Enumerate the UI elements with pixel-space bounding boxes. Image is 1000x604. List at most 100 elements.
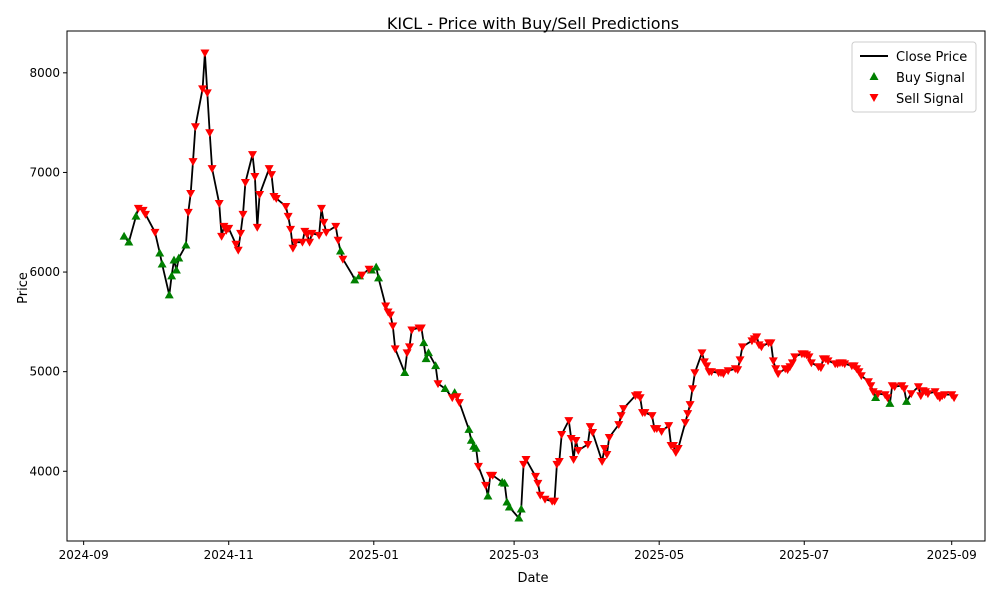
sell-signal-marker <box>198 85 208 94</box>
buy-signal-marker <box>164 290 174 299</box>
y-tick-label: 4000 <box>29 464 60 478</box>
sell-signal-marker <box>205 129 215 138</box>
sell-signal-marker <box>569 455 579 464</box>
sell-signal-marker <box>481 481 491 490</box>
buy-signal-marker <box>174 253 184 262</box>
sell-signal-marker <box>540 495 550 504</box>
buy-signal-marker <box>169 255 179 264</box>
sell-signal-marker <box>224 224 234 233</box>
sell-signal-marker <box>940 391 950 400</box>
sell-signal-marker <box>923 390 933 399</box>
buy-signal-marker <box>155 248 165 257</box>
chart-title: KICL - Price with Buy/Sell Predictions <box>387 14 679 33</box>
sell-signal-marker <box>687 385 697 394</box>
sell-signal-marker <box>433 380 443 389</box>
sell-signal-marker <box>723 367 733 376</box>
sell-signal-marker <box>271 194 281 203</box>
legend-buy-label: Buy Signal <box>896 71 965 86</box>
sell-signal-marker <box>388 322 398 331</box>
sell-signal-marker <box>404 343 414 352</box>
legend-box <box>851 41 977 113</box>
sell-signal-marker <box>913 383 923 392</box>
sell-signal-marker <box>357 271 367 280</box>
sell-signal-marker <box>248 151 258 160</box>
sell-signal-marker <box>207 165 217 173</box>
sell-signal-marker <box>873 390 883 399</box>
sell-signal-marker <box>219 222 229 231</box>
x-tick-label: 2025-09 <box>927 548 977 562</box>
sell-signal-marker <box>255 190 265 199</box>
sell-signal-marker <box>150 228 160 237</box>
sell-signal-marker <box>773 370 783 379</box>
sell-signal-marker <box>488 471 498 480</box>
sell-signal-marker <box>140 210 150 219</box>
buy-signal-marker <box>419 338 429 347</box>
sell-signal-marker <box>402 349 412 358</box>
buy-signal-marker <box>181 240 191 249</box>
sell-signal-marker <box>535 491 545 500</box>
sell-signal-marker <box>252 223 262 232</box>
sell-signal-marker <box>690 369 700 378</box>
sell-signal-marker <box>790 353 800 362</box>
sell-signal-marker <box>305 238 315 247</box>
sell-signal-marker <box>685 401 695 410</box>
sell-signal-marker <box>768 357 778 366</box>
sell-signal-marker <box>190 123 200 132</box>
sell-signal-marker <box>314 231 324 240</box>
sell-signal-marker <box>647 412 657 420</box>
buy-signal-marker <box>400 368 410 377</box>
sell-signal-marker <box>573 446 583 455</box>
axes-frame <box>66 30 986 542</box>
sell-signal-marker <box>657 428 667 436</box>
sell-signal-marker <box>668 442 678 450</box>
sell-signal-marker <box>452 393 462 402</box>
buy-signal-marker <box>902 397 912 405</box>
buy-signal-marker <box>471 443 481 452</box>
sell-signal-marker <box>664 422 674 430</box>
sell-signal-marker <box>718 370 728 379</box>
sell-signal-marker <box>250 173 260 181</box>
sell-signal-marker <box>331 222 341 231</box>
sell-signal-marker <box>588 429 598 437</box>
sell-signal-marker <box>316 204 326 213</box>
sell-signal-marker <box>868 388 878 397</box>
sell-signal-marker <box>531 472 541 481</box>
legend: Close Price Buy Signal Sell Signal <box>851 41 977 113</box>
sell-signal-marker <box>930 388 940 397</box>
sell-signal-marker <box>733 366 743 375</box>
sell-signal-marker <box>385 311 395 320</box>
buy-signal-marker <box>171 265 181 274</box>
sell-signal-marker <box>283 212 293 221</box>
buy-signal-marker <box>131 211 141 220</box>
legend-sell-label: Sell Signal <box>896 92 964 107</box>
buy-signal-marker <box>421 354 431 363</box>
sell-signal-marker <box>381 302 391 311</box>
sell-signal-marker <box>640 409 650 418</box>
sell-signal-marker <box>737 343 747 352</box>
buy-signal-marker <box>871 393 881 401</box>
x-tick-label: 2025-07 <box>779 548 829 562</box>
sell-signal-marker <box>390 345 400 354</box>
sell-signal-marker <box>236 229 246 238</box>
x-tick-label: 2025-01 <box>349 548 399 562</box>
sell-signal-marker <box>200 49 210 58</box>
sell-signal-marker <box>816 364 826 373</box>
buy-signal-marker <box>423 348 433 357</box>
sell-signal-marker <box>635 394 645 403</box>
y-axis-ticks: 4000 5000 6000 7000 8000 <box>29 66 67 478</box>
buy-signal-marker <box>350 275 360 284</box>
sell-signal-marker <box>756 343 766 352</box>
sell-signal-marker <box>138 206 148 215</box>
sell-signal-marker <box>214 199 224 208</box>
sell-signal-marker <box>752 333 762 342</box>
sell-signal-marker <box>564 417 574 425</box>
x-axis-ticks: 2024-09 2024-11 2025-01 2025-03 2025-05 2025-… <box>59 541 977 562</box>
plot-area <box>119 49 959 522</box>
buy-signal-marker <box>440 384 450 392</box>
sell-signal-marker <box>264 165 274 173</box>
sell-signal-marker <box>183 208 193 217</box>
sell-signal-marker <box>585 423 595 431</box>
buy-signal-marker <box>124 237 134 246</box>
